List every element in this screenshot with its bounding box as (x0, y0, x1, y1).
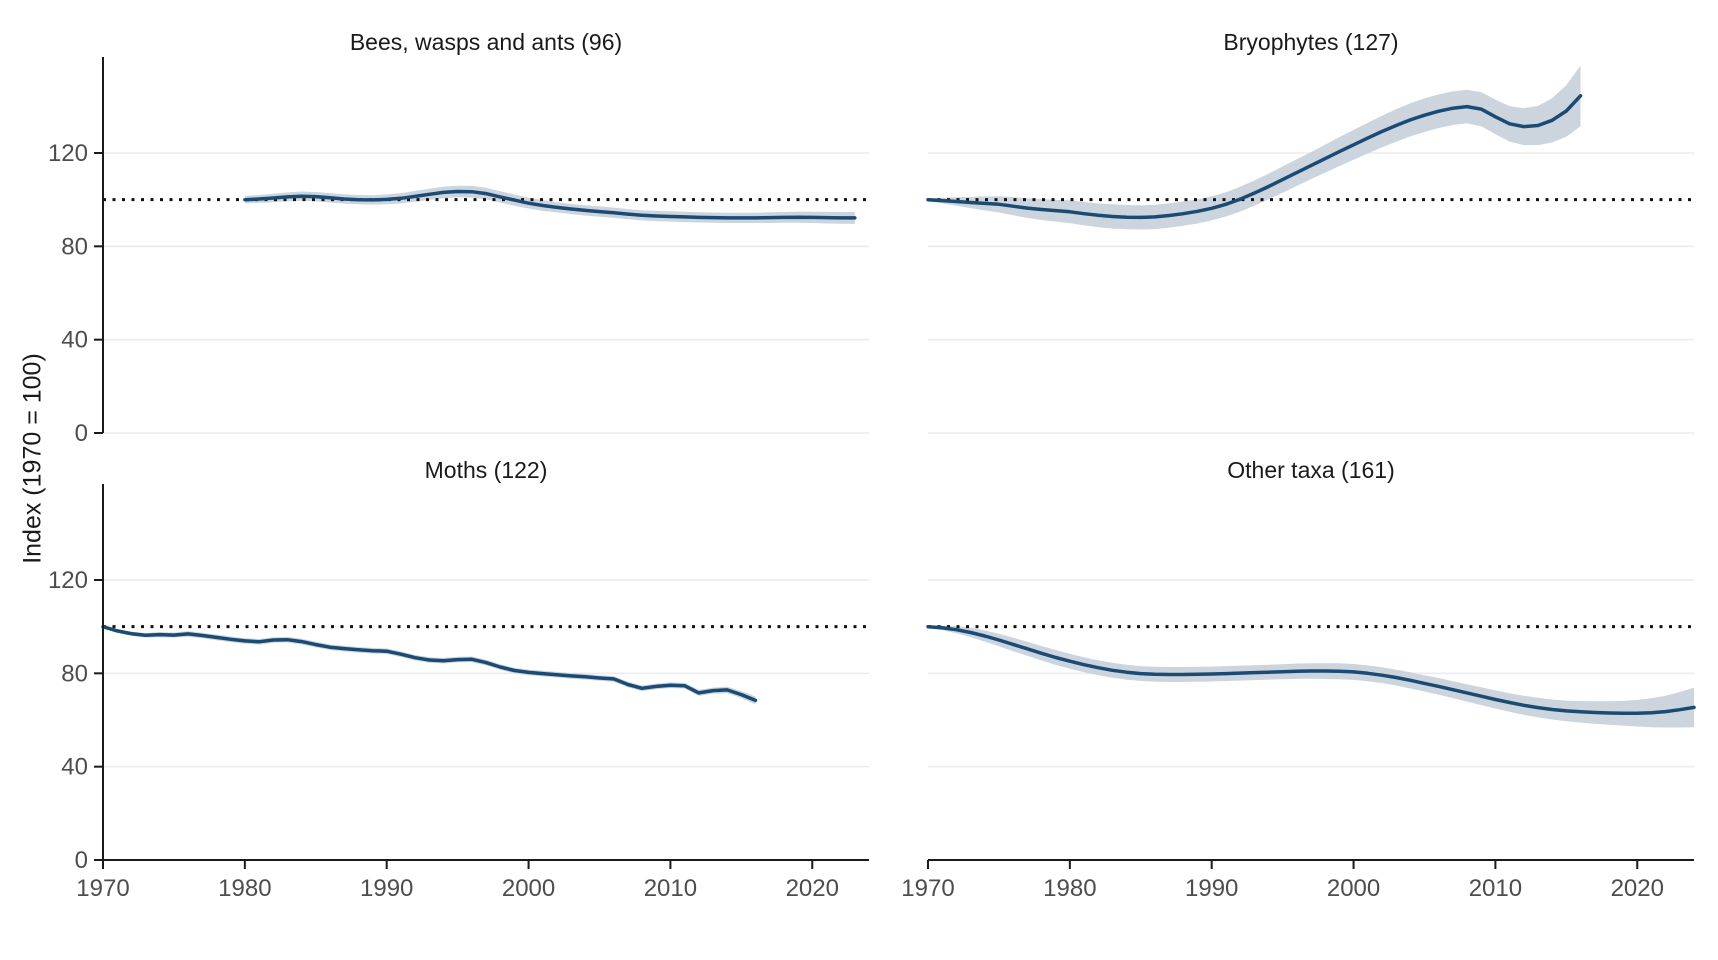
y-tick-label: 40 (61, 327, 88, 354)
x-tick-label: 2020 (786, 875, 839, 902)
y-tick-label: 40 (61, 754, 88, 781)
panel-title-other-taxa: Other taxa (161) (1227, 457, 1395, 483)
x-tick-label: 2000 (1327, 875, 1380, 902)
y-tick-label: 80 (61, 233, 88, 260)
y-tick-label: 120 (48, 567, 88, 594)
panel-title-moths: Moths (122) (424, 457, 548, 483)
y-tick-label: 0 (75, 420, 88, 447)
x-tick-label: 2010 (1469, 875, 1522, 902)
panel-title-bryophytes: Bryophytes (127) (1223, 29, 1399, 55)
x-tick-label: 1980 (218, 875, 271, 902)
panel-title-bees-wasps-ants: Bees, wasps and ants (96) (349, 29, 623, 55)
x-tick-label: 2000 (502, 875, 555, 902)
y-tick-label: 80 (61, 660, 88, 687)
index-line (926, 624, 1696, 715)
index-line (926, 94, 1583, 220)
index-line (243, 189, 857, 220)
confidence-band (928, 65, 1581, 230)
x-tick-label: 1970 (76, 875, 129, 902)
x-tick-label: 1970 (901, 875, 954, 902)
x-tick-label: 1990 (1185, 875, 1238, 902)
y-axis-title: Index (1970 = 100) (18, 353, 47, 564)
x-tick-label: 1980 (1043, 875, 1096, 902)
x-tick-label: 2020 (1611, 875, 1664, 902)
y-tick-label: 0 (75, 847, 88, 874)
x-tick-label: 1990 (360, 875, 413, 902)
y-tick-label: 120 (48, 140, 88, 167)
x-tick-label: 2010 (644, 875, 697, 902)
index-line (101, 624, 758, 703)
confidence-band (103, 625, 756, 705)
